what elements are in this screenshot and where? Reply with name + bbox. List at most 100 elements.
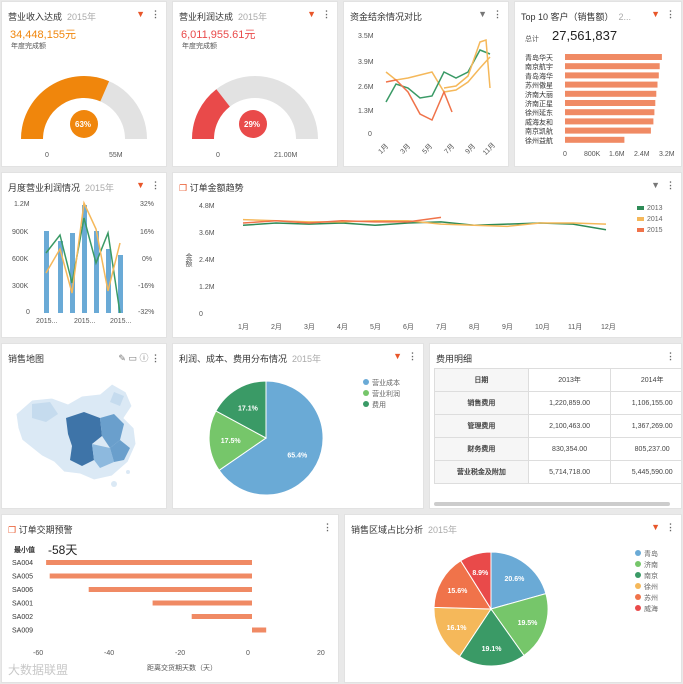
panel-title: 销售区域占比分析 2015年 — [351, 525, 458, 535]
filter-icon[interactable]: ▼ — [136, 180, 145, 190]
y-tick: 900K — [12, 229, 29, 236]
bar — [70, 233, 75, 313]
map-region — [100, 414, 124, 448]
order-label: SA002 — [12, 614, 33, 621]
china-map — [15, 383, 137, 487]
y-tick: 3.6M — [199, 230, 215, 237]
filter-icon[interactable]: ▼ — [393, 351, 402, 361]
monthly-profit-panel: 月度营业利润情况 2015年 ▼ ⋮ 1.2M 900K 600K 300K 0 3… — [1, 172, 167, 338]
order-trend-panel: ❐ 订单金额趋势 ▼ ⋮ 金额 4.8M 3.6M 2.4M 1.2M 0 1月 2月 3月 4月… — [172, 172, 682, 338]
x-tick: 8月 — [469, 323, 480, 331]
top10-bar-chart: 青岛华天南京航宇青岛海华苏州傲星济南大丽济南正星徐州延东威海友和南京凯航徐州益航… — [525, 53, 675, 158]
order-label: SA009 — [12, 628, 33, 635]
filter-icon[interactable]: ▼ — [651, 522, 660, 532]
y-tick: 2.6M — [358, 84, 374, 91]
bar — [565, 72, 659, 79]
slice-label: 65.4% — [287, 452, 308, 459]
x-tick: -60 — [33, 650, 43, 657]
slice-label: 17.1% — [238, 406, 259, 413]
sales-map-panel: 销售地图 ✎ ▭ ⓘ ⋮ — [1, 343, 167, 509]
y-tick: 0 — [26, 309, 30, 316]
x-tick: 11月 — [568, 323, 582, 331]
customer-label: 南京航宇 — [525, 62, 553, 71]
customer-label: 济南正星 — [525, 99, 553, 108]
y-tick: 32% — [140, 201, 155, 208]
more-icon[interactable]: ⋮ — [151, 353, 160, 363]
info-icon[interactable]: ⓘ — [139, 353, 151, 363]
series-line — [45, 217, 121, 314]
y-tick: 1.2M — [199, 284, 215, 291]
gauge-chart — [21, 76, 147, 140]
customer-label: 威海友和 — [525, 117, 553, 126]
map-region — [32, 402, 58, 422]
panel-title: 资金结余情况对比 — [350, 12, 423, 22]
order-trend-chart: 4.8M 3.6M 2.4M 1.2M 0 1月 2月 3月 4月 5月 6月 7月 8月 9月 10月 11… — [199, 203, 616, 331]
customer-label: 南京凯航 — [525, 127, 553, 136]
expense-table: 日期 2013年 2014年 销售费用 1,220,859.00 1,106,155… — [434, 368, 681, 484]
bar — [49, 573, 253, 579]
order-label: SA006 — [12, 587, 33, 594]
table-row: 财务费用 830,354.00 805,237.00 — [434, 437, 681, 461]
customer-label: 徐州益航 — [525, 136, 553, 145]
gauge-min: 0 — [45, 152, 49, 159]
x-tick: 0 — [246, 650, 250, 657]
legend: 2013 2014 2015 — [637, 203, 663, 236]
x-tick: 2015... — [74, 318, 96, 325]
table-header: 2014年 — [610, 368, 681, 392]
y-axis-label: 金额 — [185, 253, 192, 267]
y-tick: 3.9M — [358, 59, 374, 66]
slice-label: 17.5% — [221, 438, 242, 445]
x-tick: 2.4M — [634, 151, 650, 158]
y-tick: 1.3M — [358, 108, 374, 115]
slice-label: 19.1% — [482, 646, 503, 653]
map-region — [66, 412, 102, 452]
filter-icon[interactable]: ▼ — [478, 9, 487, 19]
pie-slice — [490, 592, 549, 657]
monitor-icon[interactable]: ▭ — [128, 353, 140, 363]
more-icon[interactable]: ⋮ — [666, 351, 675, 361]
filter-icon[interactable]: ▼ — [307, 9, 316, 19]
bar — [82, 205, 87, 313]
customer-label: 济南大丽 — [525, 90, 553, 99]
more-icon[interactable]: ⋮ — [666, 522, 675, 532]
series-line-2015 — [242, 216, 442, 224]
more-icon[interactable]: ⋮ — [666, 180, 675, 190]
bar — [252, 627, 267, 633]
bar — [565, 90, 657, 97]
bar — [106, 249, 111, 313]
delivery-warning-panel: ❐ 订单交期预警 ⋮ 最小值 -58天 SA004 SA005 SA006 SA001… — [1, 514, 339, 683]
slice-label: 19.5% — [518, 620, 539, 627]
bar — [94, 231, 99, 313]
filter-icon[interactable]: ▼ — [651, 180, 660, 190]
horizontal-scrollbar[interactable] — [434, 502, 670, 506]
x-tick: 2月 — [271, 323, 282, 331]
bar — [191, 614, 252, 619]
more-icon[interactable]: ⋮ — [151, 9, 160, 19]
min-value: -58天 — [48, 543, 78, 557]
series-line — [45, 200, 121, 294]
more-icon[interactable]: ⋮ — [322, 9, 331, 19]
pie-slice — [218, 380, 324, 496]
edit-icon[interactable]: ✎ — [118, 353, 129, 363]
panel-title: 营业收入达成 2015年 — [8, 12, 97, 22]
pie-slice — [215, 380, 267, 439]
more-icon[interactable]: ⋮ — [323, 522, 332, 532]
series-line — [385, 79, 453, 122]
panel-title: 费用明细 — [436, 354, 473, 364]
filter-icon[interactable]: ▼ — [651, 9, 660, 19]
customer-label: 青岛华天 — [525, 53, 553, 62]
more-icon[interactable]: ⋮ — [151, 180, 160, 190]
pie-slice — [433, 606, 492, 658]
gauge-pct: 63% — [75, 120, 92, 129]
x-tick: 20 — [317, 650, 325, 657]
gauge-chart — [191, 76, 318, 140]
more-icon[interactable]: ⋮ — [666, 9, 675, 19]
x-tick: 1月 — [238, 323, 249, 331]
filter-icon[interactable]: ▼ — [136, 9, 145, 19]
more-icon[interactable]: ⋮ — [493, 9, 502, 19]
bar — [58, 241, 63, 313]
more-icon[interactable]: ⋮ — [408, 351, 417, 361]
map-region — [92, 444, 114, 468]
x-tick: 9月 — [502, 323, 513, 331]
x-tick: 12月 — [601, 323, 616, 331]
